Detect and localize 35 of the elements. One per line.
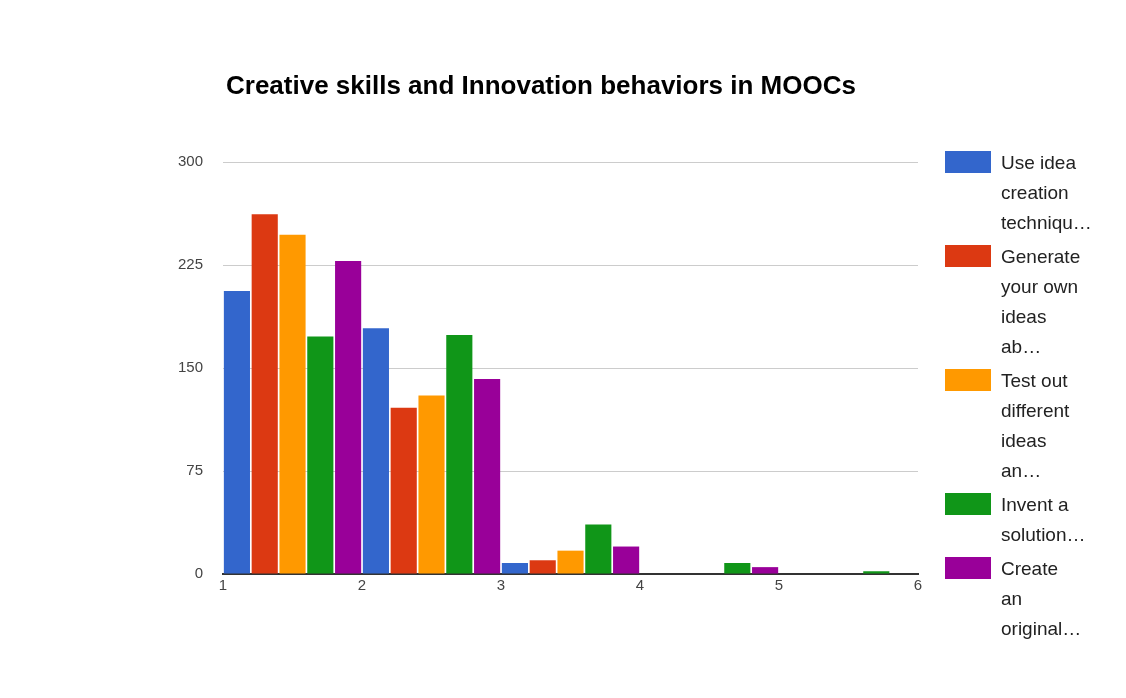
bar (362, 328, 389, 574)
x-tick-label: 1 (218, 576, 228, 594)
bar (724, 563, 751, 574)
bar (585, 524, 612, 574)
bar (613, 546, 640, 574)
bar (307, 336, 334, 574)
legend-label: Use idea creation techniqu… (1001, 151, 1092, 235)
x-tick-label: 5 (774, 576, 784, 594)
bar (279, 234, 306, 574)
bar (418, 395, 445, 574)
bar (390, 407, 417, 574)
y-tick-label: 0 (194, 564, 204, 582)
chart-title: Creative skills and Innovation behaviors in MOOCs (226, 69, 857, 102)
bar (557, 550, 584, 574)
y-tick-label: 225 (178, 255, 204, 273)
bar (529, 560, 556, 574)
x-tick-label: 4 (635, 576, 645, 594)
legend-label: Test out different ideas an… (1001, 369, 1071, 483)
bar (863, 571, 890, 574)
bar (335, 260, 362, 574)
bar (474, 378, 501, 574)
bar (223, 291, 250, 574)
x-tick-label: 6 (913, 576, 923, 594)
bar (251, 214, 278, 574)
legend-label: Create an original… (1001, 557, 1082, 641)
bar (752, 567, 779, 574)
legend-label: Invent a solution… (1001, 493, 1086, 547)
y-tick-label: 300 (178, 152, 204, 170)
y-tick-label: 150 (178, 358, 204, 376)
bar (446, 335, 473, 574)
legend-label: Generate your own ideas ab… (1001, 245, 1081, 359)
x-tick-label: 2 (357, 576, 367, 594)
bar (501, 563, 528, 574)
y-tick-label: 75 (186, 461, 204, 479)
x-tick-label: 3 (496, 576, 506, 594)
